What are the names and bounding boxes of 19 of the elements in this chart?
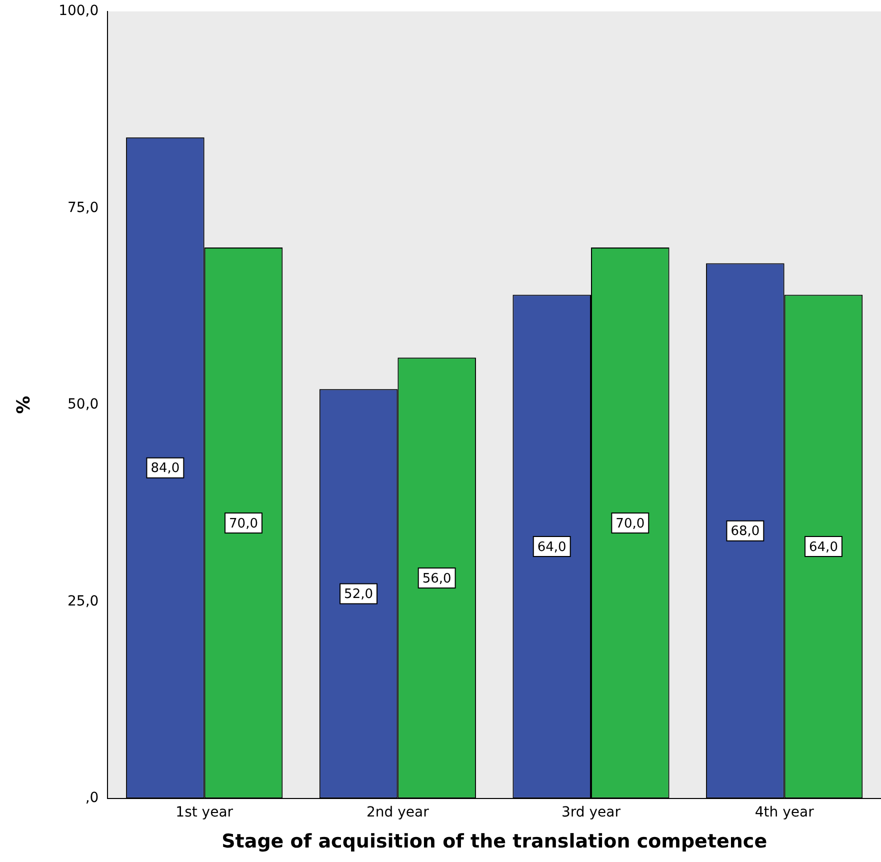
x-tick-label: 1st year <box>176 804 234 820</box>
y-axis-title: % <box>13 396 34 414</box>
x-axis-title: Stage of acquisition of the translation competence <box>222 830 768 853</box>
y-tick-label: 75,0 <box>68 200 99 216</box>
data-label: 64,0 <box>537 540 566 555</box>
data-label: 52,0 <box>344 587 373 602</box>
y-tick-label: 25,0 <box>68 593 99 610</box>
data-label: 70,0 <box>229 516 258 532</box>
data-label: 64,0 <box>809 540 838 555</box>
x-tick-label: 2nd year <box>366 804 430 820</box>
data-label: 84,0 <box>150 461 180 476</box>
data-label: 70,0 <box>616 516 645 532</box>
y-tick-label: 100,0 <box>58 3 99 20</box>
data-label: 68,0 <box>730 524 760 540</box>
x-tick-label: 3rd year <box>562 804 621 820</box>
y-tick-label: ,0 <box>85 790 99 806</box>
data-label: 56,0 <box>422 571 452 586</box>
x-tick-label: 4th year <box>754 804 814 820</box>
y-tick-label: 50,0 <box>68 396 99 413</box>
